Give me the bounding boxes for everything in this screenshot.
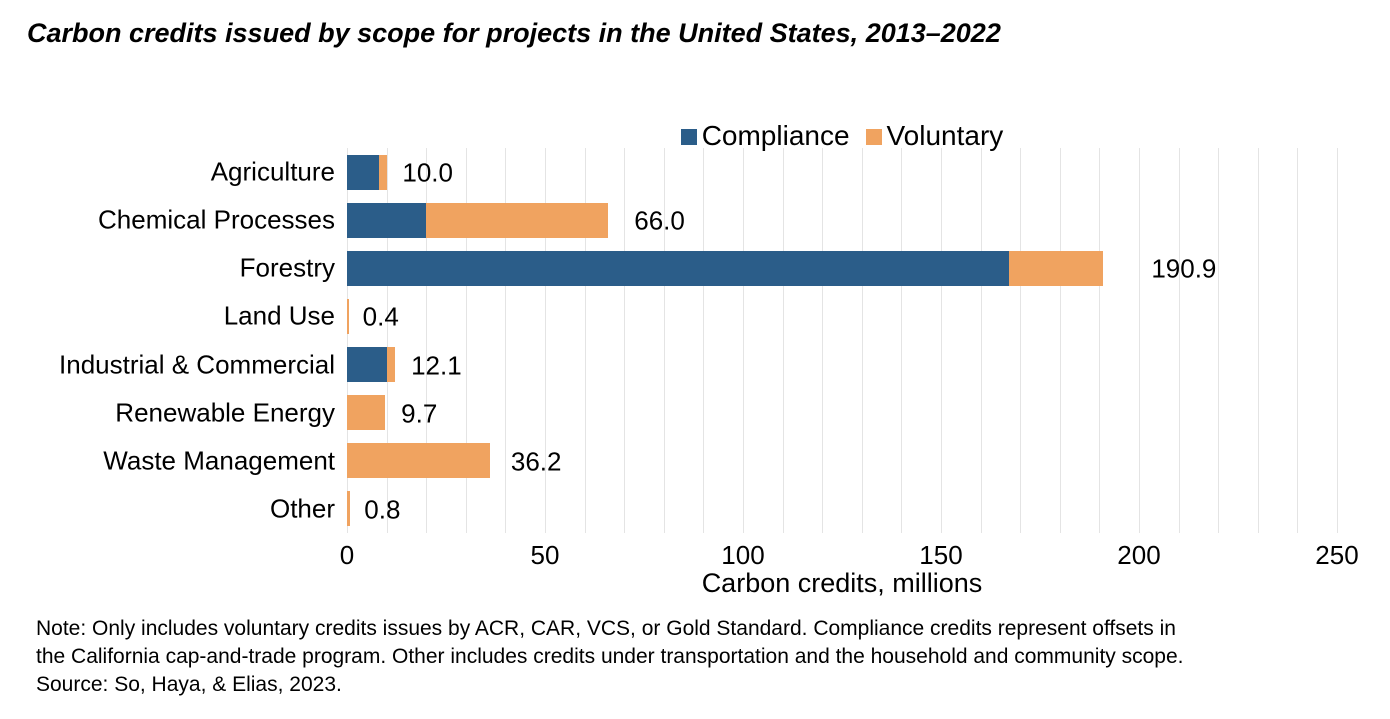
- gridline-180: [1060, 148, 1061, 533]
- bar-voluntary-0: [379, 154, 387, 190]
- bar-compliance-2: [347, 250, 1010, 286]
- note-block: Note: Only includes voluntary credits is…: [36, 615, 1183, 699]
- bar-voluntary-3: [347, 298, 349, 334]
- gridline-160: [981, 148, 982, 533]
- gridline-170: [1020, 148, 1021, 533]
- category-label-2: Forestry: [239, 252, 335, 283]
- note-line-1: Note: Only includes voluntary credits is…: [36, 617, 1176, 640]
- gridline-60: [585, 148, 586, 533]
- category-label-3: Land Use: [223, 300, 335, 331]
- note-line-3: Source: So, Haya, & Elias, 2023.: [36, 673, 342, 696]
- x-tick-200: 200: [1117, 540, 1161, 570]
- gridline-240: [1297, 148, 1298, 533]
- value-label-2: 190.9: [1151, 253, 1217, 284]
- gridline-40: [505, 148, 506, 533]
- value-label-4: 12.1: [411, 350, 462, 381]
- gridline-140: [901, 148, 902, 533]
- gridline-210: [1179, 148, 1180, 533]
- category-label-5: Renewable Energy: [115, 397, 335, 428]
- x-tick-100: 100: [721, 540, 765, 570]
- gridline-50: [545, 148, 546, 533]
- bar-compliance-1: [347, 202, 427, 238]
- gridline-130: [862, 148, 863, 533]
- voluntary-swatch-icon: [865, 129, 882, 145]
- gridline-230: [1258, 148, 1259, 533]
- gridline-120: [822, 148, 823, 533]
- gridline-90: [703, 148, 704, 533]
- category-label-4: Industrial & Commercial: [59, 349, 335, 380]
- note-line-2: the California cap-and-trade program. Ot…: [36, 645, 1184, 668]
- gridline-100: [743, 148, 744, 533]
- gridline-20: [426, 148, 427, 533]
- x-tick-250: 250: [1315, 540, 1359, 570]
- bar-voluntary-6: [347, 443, 491, 479]
- gridline-220: [1218, 148, 1219, 533]
- category-label-7: Other: [269, 493, 335, 524]
- bar-voluntary-2: [1009, 250, 1103, 286]
- value-label-5: 9.7: [401, 398, 438, 429]
- legend-label-voluntary: Voluntary: [886, 120, 1004, 151]
- bar-voluntary-1: [426, 202, 609, 238]
- category-label-6: Waste Management: [103, 445, 335, 476]
- category-label-0: Agriculture: [210, 156, 335, 187]
- bar-compliance-4: [347, 347, 388, 383]
- x-tick-50: 50: [530, 540, 560, 570]
- bar-voluntary-5: [347, 395, 386, 431]
- legend-item-compliance: Compliance: [680, 120, 850, 152]
- bar-voluntary-7: [347, 491, 351, 527]
- gridline-110: [783, 148, 784, 533]
- legend-label-compliance: Compliance: [701, 120, 850, 151]
- bar-voluntary-4: [387, 347, 395, 383]
- plot-area: [347, 148, 1338, 533]
- legend-item-voluntary: Voluntary: [865, 120, 1004, 152]
- bar-compliance-0: [347, 154, 380, 190]
- value-label-1: 66.0: [634, 205, 685, 236]
- gridline-80: [664, 148, 665, 533]
- compliance-swatch-icon: [680, 129, 697, 145]
- x-axis-title: Carbon credits, millions: [701, 568, 983, 598]
- gridline-70: [624, 148, 625, 533]
- gridline-150: [941, 148, 942, 533]
- gridline-0: [347, 148, 348, 533]
- value-label-0: 10.0: [402, 157, 453, 188]
- gridline-30: [466, 148, 467, 533]
- gridline-10: [387, 148, 388, 533]
- value-label-7: 0.8: [364, 494, 401, 525]
- gridline-200: [1139, 148, 1140, 533]
- x-tick-150: 150: [919, 540, 963, 570]
- gridline-250: [1337, 148, 1338, 533]
- legend: Compliance Voluntary: [347, 120, 1337, 152]
- x-tick-0: 0: [339, 540, 355, 570]
- value-label-6: 36.2: [510, 446, 562, 477]
- value-label-3: 0.4: [362, 301, 399, 332]
- gridline-190: [1099, 148, 1100, 533]
- chart-title: Carbon credits issued by scope for proje…: [27, 18, 1001, 48]
- category-label-1: Chemical Processes: [98, 204, 335, 235]
